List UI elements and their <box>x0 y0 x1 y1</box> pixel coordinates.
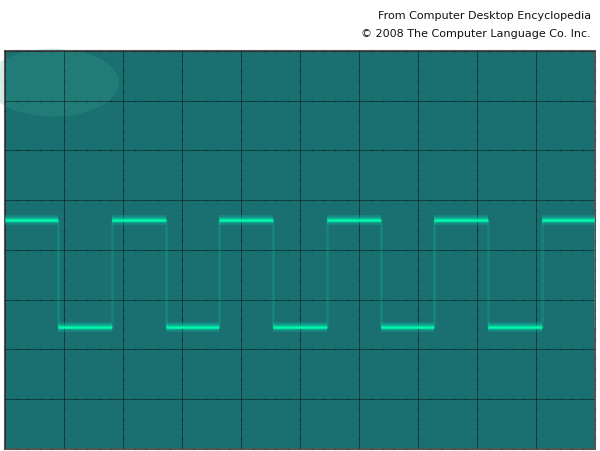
Text: From Computer Desktop Encyclopedia: From Computer Desktop Encyclopedia <box>378 11 591 21</box>
Ellipse shape <box>0 50 119 117</box>
Bar <box>5 52 595 449</box>
Bar <box>5 52 595 449</box>
Text: © 2008 The Computer Language Co. Inc.: © 2008 The Computer Language Co. Inc. <box>361 29 591 39</box>
